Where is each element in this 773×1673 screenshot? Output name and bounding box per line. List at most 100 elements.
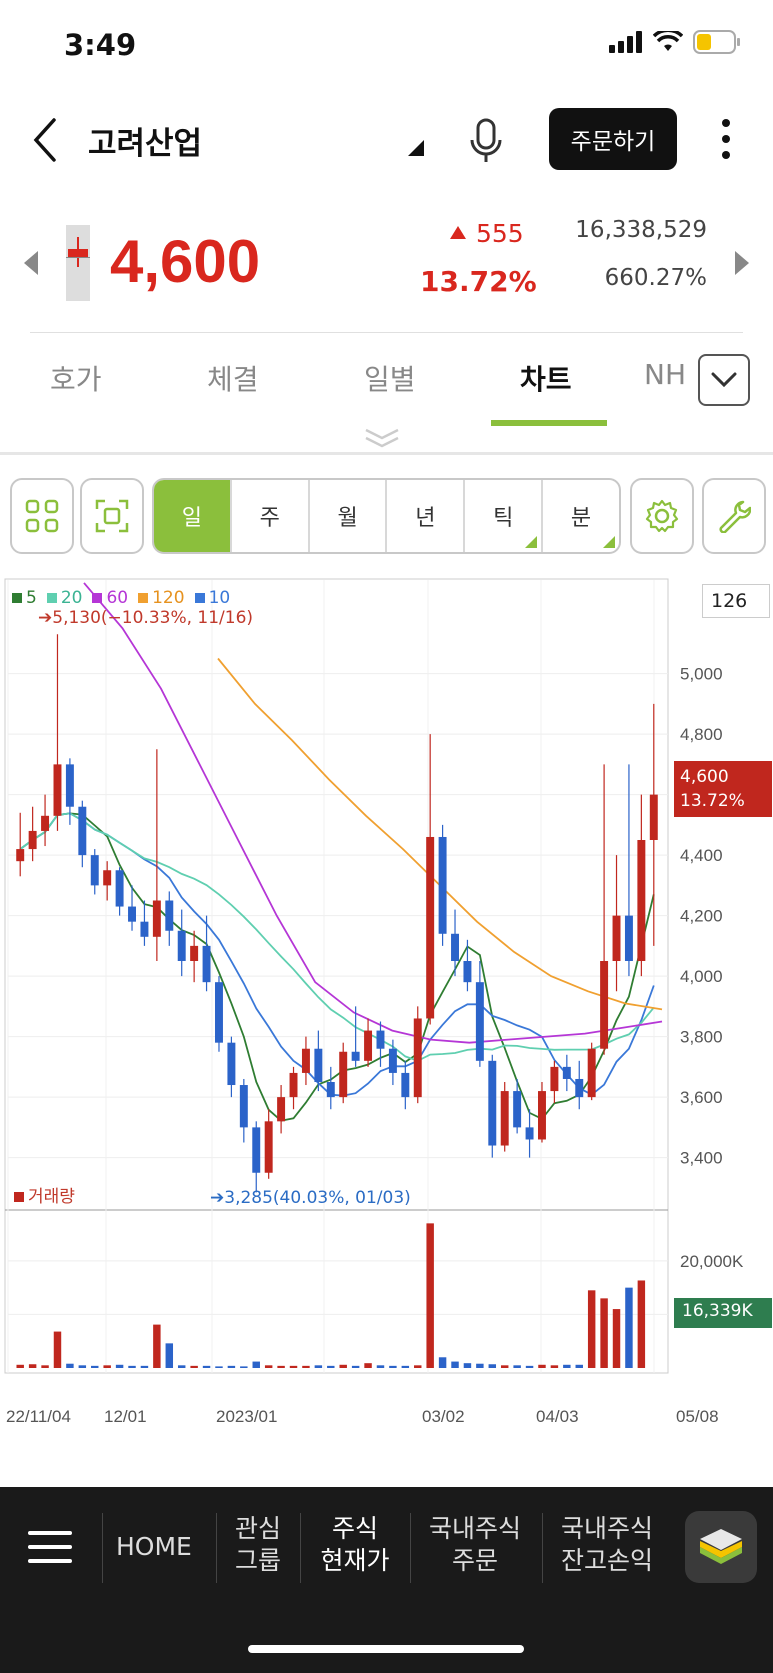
nav-stock-price[interactable]: 주식 현재가 — [320, 1514, 390, 1575]
volume-bar — [426, 1223, 434, 1368]
candle-body — [600, 961, 609, 1049]
period-selector: 일 주 월 년 틱 분 — [152, 478, 621, 554]
high-price-note-text: 5,130(−10.33%, 11/16) — [52, 608, 254, 628]
home-indicator — [248, 1645, 524, 1653]
volume-bar — [53, 1331, 62, 1368]
current-price-tag-pct: 13.72% — [680, 791, 745, 811]
moving-average-line — [19, 812, 655, 1122]
volume-bar — [463, 1363, 472, 1368]
candle-body — [301, 1048, 310, 1073]
layout-grid-button[interactable] — [10, 478, 74, 554]
tab-orderbook[interactable]: 호가 — [50, 363, 102, 396]
candle-body — [65, 764, 74, 807]
mini-candle-icon — [66, 225, 90, 301]
fullscreen-button[interactable] — [80, 478, 144, 554]
stock-name[interactable]: 고려산업 — [88, 126, 203, 162]
volume-bar — [140, 1365, 149, 1368]
volume-bar — [252, 1361, 260, 1368]
candle-body — [239, 1085, 248, 1128]
volume-bar — [302, 1365, 310, 1368]
volume-bar — [153, 1324, 161, 1368]
candle-body — [264, 1121, 273, 1173]
candle-body — [28, 830, 37, 850]
nav-domestic-order[interactable]: 국내주식 주문 — [428, 1514, 521, 1575]
candle-body — [326, 1082, 335, 1098]
volume-ratio: 660.27% — [604, 265, 707, 291]
current-price: 4,600 — [110, 228, 261, 295]
x-axis-label: 2023/01 — [216, 1407, 277, 1426]
tab-trades[interactable]: 체결 — [207, 363, 259, 396]
candle-body — [202, 945, 211, 983]
stock-dropdown-icon[interactable] — [408, 140, 424, 156]
wrench-icon — [719, 500, 751, 533]
layers-button[interactable] — [685, 1511, 757, 1583]
ma-legend: 5 20 60 120 10 — [12, 588, 230, 608]
status-bar: 3:49 — [0, 0, 773, 90]
legend-ma10-label: 10 — [208, 588, 231, 608]
volume-bar — [327, 1365, 335, 1368]
moving-average-line — [83, 582, 663, 1044]
legend-ma120-label: 120 — [152, 588, 185, 608]
more-menu-icon[interactable] — [720, 118, 732, 160]
nav-watchlist[interactable]: 관심 그룹 — [234, 1514, 281, 1575]
volume-bar — [351, 1365, 360, 1368]
period-day[interactable]: 일 — [154, 480, 232, 552]
previous-stock-arrow-icon[interactable] — [24, 251, 38, 275]
tab-daily[interactable]: 일별 — [364, 363, 416, 396]
y-tick-label: 5,000 — [680, 665, 723, 684]
volume-tick-label: 20,000K — [680, 1252, 744, 1271]
chart-canvas[interactable]: 5,000 4,800 4,600 4,400 4,200 4,000 3,800 3,600… — [4, 578, 769, 1478]
candle-body — [190, 945, 199, 961]
chevron-down-icon — [711, 372, 737, 388]
nav-domestic-pnl[interactable]: 국내주식 잔고손익 — [560, 1514, 653, 1575]
volume-bar — [637, 1280, 646, 1368]
tab-nh[interactable]: NH — [644, 358, 686, 391]
period-minute-label: 분 — [570, 506, 592, 531]
candle-body — [78, 806, 87, 856]
order-button[interactable]: 주문하기 — [549, 108, 677, 170]
volume-bar — [587, 1290, 596, 1368]
settings-button[interactable] — [630, 478, 694, 554]
current-price-tag: 4,600 13.72% — [674, 761, 772, 817]
candle-body — [426, 836, 435, 1019]
zoom-count-value: 126 — [711, 590, 748, 612]
volume-bar — [41, 1365, 49, 1368]
candle-body — [53, 764, 62, 816]
volume-bar — [339, 1364, 347, 1368]
x-axis-label: 12/01 — [104, 1407, 147, 1426]
period-minute[interactable]: 분 — [543, 480, 619, 552]
candle-body — [16, 849, 25, 862]
volume-bar — [240, 1366, 248, 1368]
zoom-count[interactable]: 126 — [702, 584, 770, 618]
price-chart[interactable]: 5,000 4,800 4,600 4,400 4,200 4,000 3,800 3,600… — [4, 578, 772, 1478]
candle-body — [388, 1048, 397, 1073]
period-month[interactable]: 월 — [310, 480, 388, 552]
battery-icon — [693, 30, 740, 54]
tab-chart[interactable]: 차트 — [520, 363, 572, 396]
period-year[interactable]: 년 — [387, 480, 466, 552]
period-tick[interactable]: 틱 — [465, 480, 544, 552]
candle-body — [227, 1042, 236, 1086]
chart-toolbar: 일 주 월 년 틱 분 — [0, 478, 773, 556]
volume-bar — [525, 1365, 534, 1368]
back-arrow-icon[interactable] — [28, 116, 64, 164]
volume-bar — [364, 1363, 372, 1368]
next-stock-arrow-icon[interactable] — [735, 251, 749, 275]
candle-body — [612, 915, 621, 961]
volume-bar — [28, 1364, 37, 1368]
nav-separator — [216, 1513, 217, 1583]
y-tick-label: 4,800 — [680, 725, 723, 744]
y-tick-label: 4,000 — [680, 967, 723, 986]
grid-icon — [25, 499, 59, 533]
expand-chevron-icon[interactable] — [364, 428, 400, 448]
microphone-icon[interactable] — [468, 118, 504, 164]
nav-home[interactable]: HOME — [116, 1532, 192, 1561]
period-week[interactable]: 주 — [232, 480, 310, 552]
volume-bar — [190, 1365, 198, 1368]
hamburger-menu-icon[interactable] — [28, 1529, 72, 1565]
price-change: 555 — [450, 219, 524, 248]
stock-header: 고려산업 주문하기 — [0, 100, 773, 180]
tools-button[interactable] — [702, 478, 766, 554]
tab-more-button[interactable] — [698, 354, 750, 406]
legend-ma20: 20 — [46, 588, 82, 608]
